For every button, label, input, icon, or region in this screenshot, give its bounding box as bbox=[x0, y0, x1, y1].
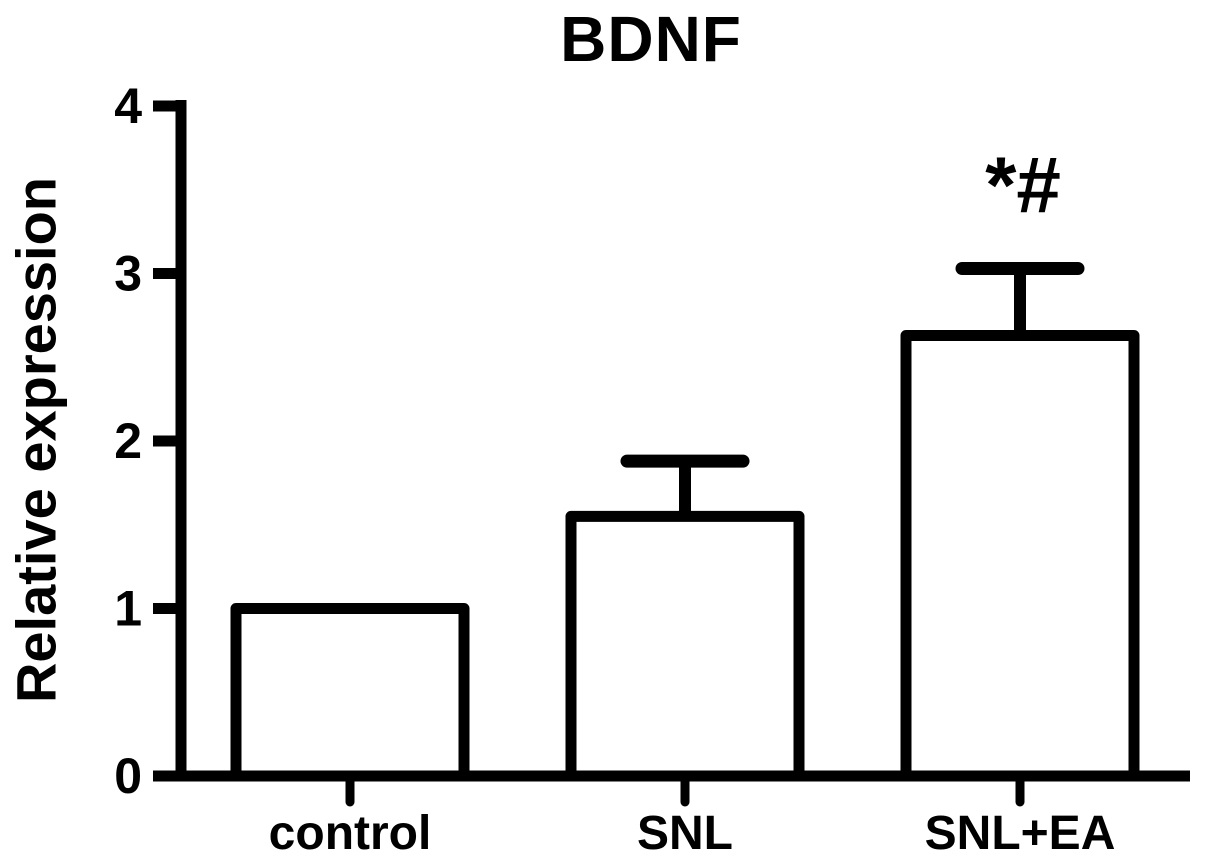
x-category-label: SNL bbox=[637, 807, 733, 860]
x-category-label: SNL+EA bbox=[925, 807, 1116, 860]
significance-annotation: *# bbox=[985, 140, 1061, 229]
chart-title: BDNF bbox=[560, 3, 742, 75]
x-category-label: control bbox=[269, 807, 432, 860]
bar bbox=[565, 510, 805, 782]
bar bbox=[900, 329, 1140, 782]
y-tick-label: 1 bbox=[114, 581, 142, 637]
y-tick-label: 2 bbox=[114, 413, 142, 469]
y-tick-label: 3 bbox=[114, 246, 142, 302]
bar bbox=[230, 603, 470, 782]
y-tick-label: 0 bbox=[114, 748, 142, 804]
y-tick-label: 4 bbox=[114, 78, 142, 134]
